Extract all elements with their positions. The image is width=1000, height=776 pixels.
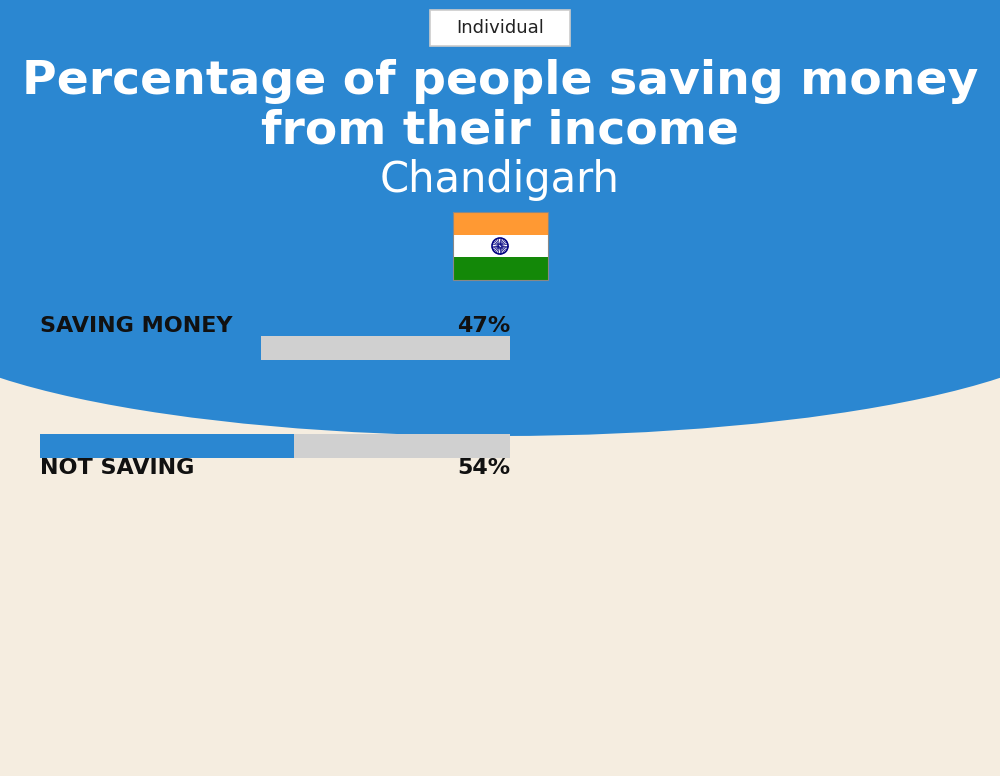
Text: NOT SAVING: NOT SAVING (40, 458, 194, 478)
Bar (40, 434, 510, 458)
Text: 47%: 47% (457, 316, 510, 336)
Text: Individual: Individual (456, 19, 544, 37)
Text: SAVING MONEY: SAVING MONEY (40, 316, 232, 336)
Bar (452, 212, 548, 280)
Bar (40, 434, 294, 458)
Text: from their income: from their income (261, 109, 739, 154)
Text: Percentage of people saving money: Percentage of people saving money (22, 58, 978, 103)
Bar (452, 258, 548, 280)
FancyBboxPatch shape (430, 10, 570, 46)
Bar (0, 0, 1000, 306)
Bar (452, 234, 548, 258)
Ellipse shape (0, 176, 1000, 436)
Text: Chandigarh: Chandigarh (380, 159, 620, 201)
Bar (452, 212, 548, 234)
Text: 54%: 54% (457, 458, 510, 478)
Bar (40, 336, 261, 360)
Bar (40, 336, 510, 360)
